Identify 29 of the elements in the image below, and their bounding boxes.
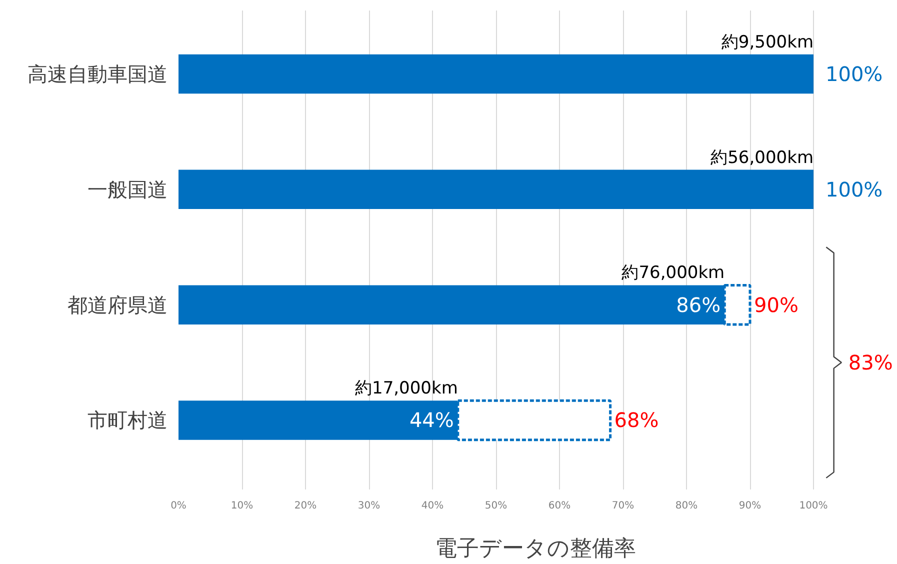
x-tick-label: 80% [675,500,698,512]
data-label: 100% [826,177,883,202]
bar [178,170,814,210]
text: 83% [848,350,893,375]
annotation: 68% [614,408,659,432]
annotation: 約9,500km [721,32,814,52]
annotation: 約56,000km [710,148,814,168]
x-tick-label: 50% [484,500,508,512]
x-tick-label: 60% [548,500,571,512]
data-label: 100% [826,62,883,86]
y-tick-label: 市町村道 [88,408,168,432]
x-tick-label: 20% [294,500,317,512]
y-tick-label: 高速自動車国道 [28,62,168,86]
data-label: 44% [409,408,454,432]
x-tick-label: 90% [738,500,762,512]
x-tick-label: 40% [421,500,444,512]
bar [178,54,814,94]
x-tick-label: 100% [799,500,828,512]
annotation: 90% [754,292,798,317]
x-tick-label: 70% [612,500,634,512]
y-tick-label: 都道府県道 [68,292,168,317]
x-tick-label: 10% [230,500,254,512]
x-axis-title: 電子データの整備率 [435,536,636,562]
x-tick-label: 30% [358,500,380,512]
data-label: 86% [676,292,721,317]
annotation: 約76,000km [622,263,725,284]
x-tick-label: 0% [170,500,186,512]
annotation: 約17,000km [355,378,458,399]
y-tick-label: 一般国道 [88,177,168,202]
